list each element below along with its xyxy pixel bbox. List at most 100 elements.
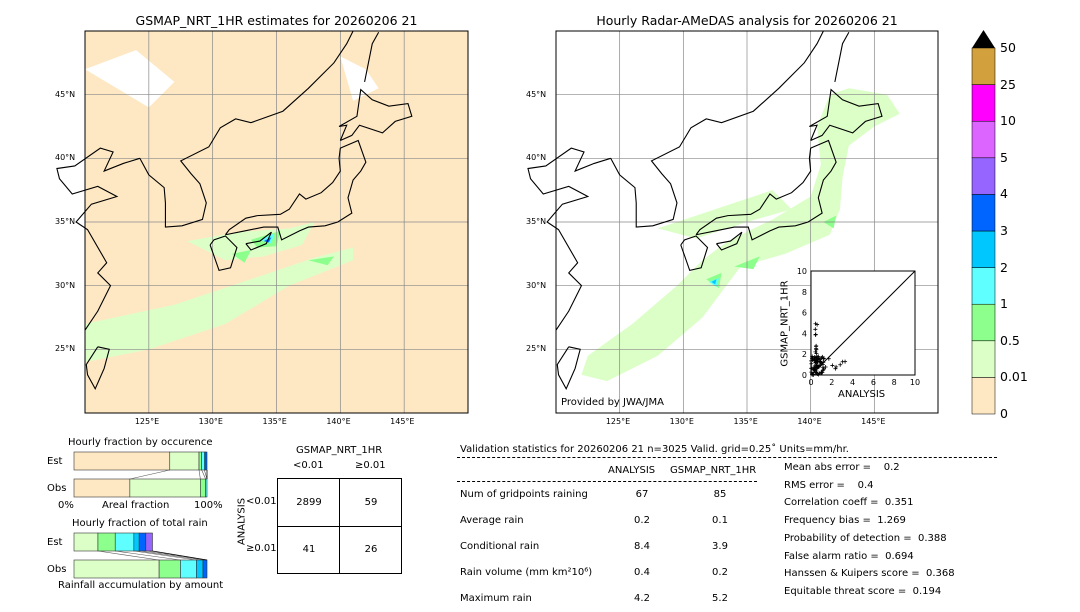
colorbar-label: 5 (1000, 149, 1008, 165)
analysis-value: 0.2 (634, 515, 650, 526)
score-line: Mean abs error = 0.2 (784, 462, 900, 473)
bar-segment (114, 532, 135, 552)
scatter-point (838, 362, 843, 367)
connector-line (204, 469, 208, 480)
bar-segment (196, 559, 204, 579)
coastline (716, 231, 743, 251)
colorbar-label: 0.5 (1000, 332, 1020, 348)
total-rain-xlabel: Rainfall accumulation by amount (58, 580, 224, 591)
scatter-point (833, 366, 838, 371)
lat-tick-label: 35°N (526, 217, 547, 226)
score-line: Frequency bias = 1.269 (784, 515, 906, 527)
colorbar (971, 30, 996, 415)
scatter-point (810, 356, 815, 361)
contingency-table: 2899 59 41 26 (277, 478, 402, 574)
row-label-est: Est (47, 537, 63, 548)
radar-analysis-map (527, 30, 939, 414)
scatter-point (821, 360, 826, 365)
scatter-plot: 00 2 2 4 4 6 6 8 8 10 10 (797, 267, 920, 387)
scatter-xtick: 0 (808, 378, 813, 387)
stat-label: Rain volume (mm km²10⁶) (460, 567, 593, 578)
lon-tick-label: 145°E (861, 417, 886, 426)
col-header-gsmap: GSMAP_NRT_1HR (670, 465, 757, 476)
cell-value: 26 (364, 544, 378, 555)
scatter-xtick: 2 (829, 378, 834, 387)
lon-tick-label: 135°E (733, 417, 758, 426)
scatter-point (813, 327, 818, 332)
connector-line (139, 550, 204, 561)
bar-segment (200, 478, 206, 498)
score-line: Correlation coeff = 0.351 (784, 497, 914, 509)
connector-line (97, 550, 160, 561)
scatter-ytick: 6 (802, 309, 807, 318)
scatter-point (819, 370, 824, 375)
scatter-point (826, 356, 831, 361)
col-label: ≥0.01 (355, 460, 386, 471)
lat-tick-label: 45°N (526, 89, 547, 99)
analysis-value: 67 (635, 489, 649, 500)
colorbar-segment (971, 340, 996, 378)
bar-segment (205, 451, 208, 471)
scatter-point (819, 355, 824, 360)
credit-text: Provided by JWA/JMA (561, 397, 664, 408)
bar-segment (201, 451, 205, 471)
colorbar-segment (971, 157, 996, 195)
lat-tick-label: 45°N (55, 89, 76, 99)
rain-area (187, 222, 315, 261)
scatter-point (834, 364, 839, 369)
gsmap-value: 0.2 (712, 567, 728, 578)
lon-tick-label: 130°E (669, 417, 694, 426)
colorbar-label: 2 (1000, 259, 1008, 275)
connector-line (201, 469, 206, 480)
connector-line (115, 550, 181, 561)
coastline (809, 88, 883, 142)
total-rain-bars (73, 532, 208, 579)
bar-segment (205, 478, 208, 498)
coastline (695, 139, 837, 241)
coastline (610, 30, 824, 228)
bar-segment (169, 451, 200, 471)
scatter-point (814, 370, 819, 375)
colorbar-extend-arrow (972, 30, 995, 48)
connector-line (198, 469, 201, 480)
row-label: ≥0.01 (246, 543, 277, 554)
scatter-point (815, 359, 820, 364)
colorbar-label: 1 (1000, 296, 1008, 312)
colorbar-label: 0.01 (1000, 369, 1028, 385)
score-line: Equitable threat score = 0.194 (784, 585, 942, 597)
lat-tick-label: 25°N (55, 344, 76, 354)
validation-header: Validation statistics for 20260206 21 n=… (460, 444, 849, 455)
colorbar-segment (971, 194, 996, 232)
scatter-point (818, 361, 823, 366)
scatter-point (820, 365, 825, 370)
stat-label: Conditional rain (460, 541, 540, 552)
colorbar-segment (971, 303, 996, 342)
connector-line (152, 550, 208, 561)
occurrence-title: Hourly fraction by occurence (68, 437, 213, 448)
coastline (56, 147, 141, 331)
scatter-ytick: 0 (802, 371, 807, 380)
colorbar-label: 50 (1000, 40, 1016, 55)
colorbar-segment (971, 267, 996, 305)
coastline (556, 346, 581, 391)
col-header-analysis: ANALYSIS (608, 465, 656, 476)
scatter-ylabel: GSMAP_NRT_1HR (779, 280, 791, 367)
colorbar-label: 4 (1000, 186, 1008, 202)
occurrence-xlabel: Areal fraction (102, 500, 170, 511)
rain-area (259, 233, 274, 244)
scatter-point (811, 367, 816, 372)
gsmap-value: 3.9 (712, 541, 728, 552)
score-line: Hanssen & Kuipers score = 0.368 (784, 568, 955, 580)
no-data-area (85, 50, 175, 108)
axis-left-label: 0% (58, 500, 74, 511)
rain-area (711, 279, 717, 285)
gsmap-estimate-map (56, 30, 469, 414)
cell-value: 59 (364, 497, 378, 508)
total-rain-title: Hourly fraction of total rain (72, 518, 208, 529)
bar-segment (133, 532, 140, 552)
right-map-title: Hourly Radar-AMeDAS analysis for 2026020… (596, 13, 898, 28)
lat-tick-label: 30°N (55, 280, 76, 290)
no-data-area (340, 56, 379, 102)
coastline (680, 235, 709, 272)
coastline (834, 32, 850, 83)
